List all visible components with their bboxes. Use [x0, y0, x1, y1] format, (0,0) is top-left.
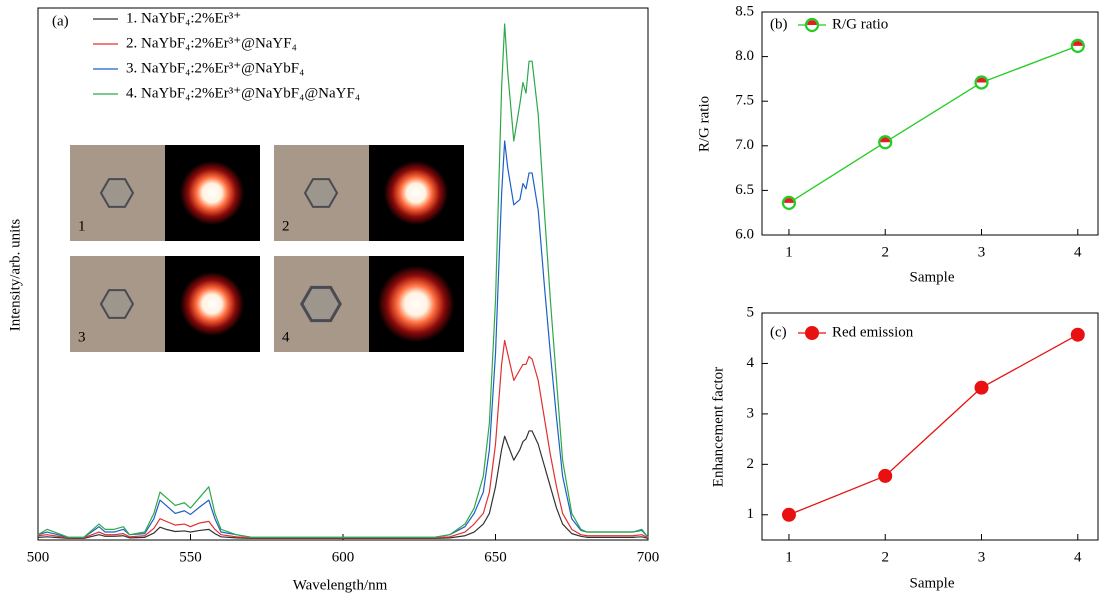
y-axis-label: R/G ratio: [696, 96, 712, 152]
y-tick-label: 1: [747, 506, 755, 522]
y-tick-label: 5: [747, 304, 755, 320]
marker: [805, 326, 819, 340]
emission-glow: [377, 265, 455, 343]
marker-half: [976, 77, 987, 83]
x-tick-label: 2: [881, 549, 889, 565]
panel-label: (b): [770, 16, 788, 32]
marker: [878, 468, 893, 483]
legend-label: 2. NaYbF₄:2%Er³⁺@NaYF₄: [126, 35, 297, 51]
emission-glow: [384, 161, 448, 225]
y-tick-label: 6.0: [735, 226, 754, 242]
x-tick-label: 2: [881, 244, 889, 260]
legend-label: 3. NaYbF₄:2%Er³⁺@NaYbF₄: [126, 60, 304, 76]
crystal: [300, 285, 342, 323]
y-tick-label: 2: [747, 456, 755, 472]
y-tick-label: 4: [747, 355, 755, 371]
inset-label: 3: [78, 329, 86, 345]
marker-half: [880, 137, 891, 143]
x-tick-label: 650: [484, 549, 507, 565]
y-axis-label: Intensity/arb. units: [7, 219, 23, 332]
x-tick-label: 3: [978, 244, 986, 260]
plot-frame: [761, 312, 1099, 541]
y-axis-label: Enhancement factor: [710, 367, 726, 487]
x-axis-label: Wavelength/nm: [293, 577, 388, 593]
crystal: [99, 178, 135, 208]
legend-label: 1. NaYbF₄:2%Er³⁺: [126, 10, 241, 26]
marker: [781, 507, 796, 522]
inset-label: 2: [282, 218, 290, 234]
legend-label: 4. NaYbF₄:2%Er³⁺@NaYbF₄@NaYF₄: [126, 85, 360, 101]
series-line: [37, 23, 649, 538]
crystal: [99, 289, 135, 319]
y-tick-label: 6.5: [735, 182, 754, 198]
x-tick-label: 4: [1074, 244, 1082, 260]
y-tick-label: 7.5: [735, 93, 754, 109]
plot-frame: [761, 11, 1099, 236]
marker-half: [784, 197, 794, 203]
y-tick-label: 7.0: [735, 137, 754, 153]
legend-label: Red emission: [832, 324, 914, 340]
x-tick-label: 1: [785, 549, 793, 565]
x-tick-label: 700: [637, 549, 660, 565]
x-axis-label: Sample: [910, 575, 955, 591]
x-tick-label: 600: [332, 549, 355, 565]
series-line: [788, 334, 1079, 516]
marker-half: [1072, 40, 1083, 46]
y-tick-label: 8.0: [735, 48, 754, 64]
emission-glow: [180, 161, 244, 225]
y-tick-label: 8.5: [735, 3, 754, 19]
marker: [1070, 327, 1085, 342]
marker: [974, 380, 989, 395]
inset-label: 4: [282, 329, 290, 345]
panel-label: (c): [770, 324, 787, 340]
series-line: [788, 45, 1079, 204]
x-tick-label: 500: [27, 549, 50, 565]
y-tick-label: 3: [747, 405, 755, 421]
emission-glow: [180, 272, 244, 336]
series-line: [37, 339, 649, 539]
inset-label: 1: [78, 218, 86, 234]
panel-label: (a): [52, 13, 69, 29]
x-tick-label: 550: [179, 549, 202, 565]
legend-label: R/G ratio: [832, 16, 888, 32]
marker-half: [807, 20, 817, 25]
x-tick-label: 4: [1074, 549, 1082, 565]
x-axis-label: Sample: [910, 269, 955, 285]
crystal: [303, 178, 339, 208]
x-tick-label: 1: [785, 244, 793, 260]
series-line: [37, 430, 649, 539]
x-tick-label: 3: [978, 549, 986, 565]
